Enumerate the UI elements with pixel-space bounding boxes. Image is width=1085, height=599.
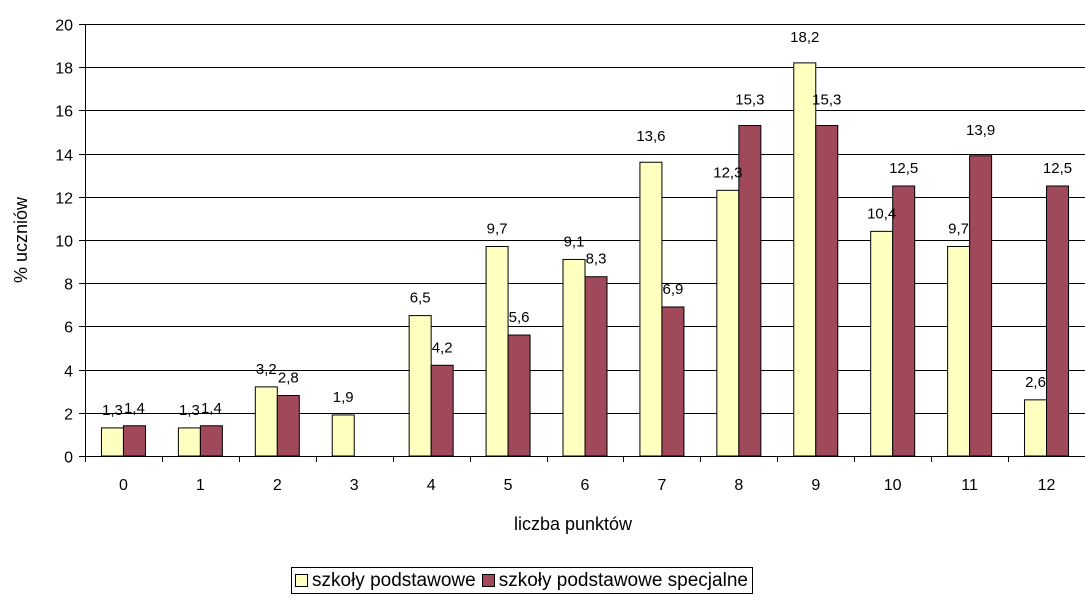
bar-series-1 [947,245,971,457]
x-tick-label: 8 [734,477,743,494]
bar-series-2 [430,364,454,457]
legend-item-series-2: szkoły podstawowe specjalne [481,569,748,592]
bar-series-1 [254,386,278,457]
data-label-series-2: 2,8 [278,370,299,387]
x-tick-label: 10 [884,477,902,494]
data-label-series-2: 15,3 [812,92,841,109]
data-label-series-1: 9,1 [564,233,585,250]
bar-series-1 [485,245,509,457]
bar-series-1 [562,258,586,457]
y-tick-label: 14 [55,148,73,165]
x-tick-label: 1 [196,477,205,494]
y-tick-label: 0 [64,450,73,467]
bar-series-1 [408,315,432,457]
data-label-series-2: 5,6 [509,309,530,326]
legend-swatch-series-1 [295,574,308,587]
y-tick-label: 8 [64,277,73,294]
bar-series-2 [661,306,685,457]
y-tick-label: 10 [55,234,73,251]
x-tick-label: 3 [350,477,359,494]
bar-series-1 [716,189,740,457]
bar-series-2 [1046,185,1070,457]
bar-series-2 [199,425,223,457]
y-tick-label: 4 [64,364,73,381]
data-label-series-2: 15,3 [735,92,764,109]
legend: szkoły podstawowe szkoły podstawowe spec… [291,567,753,594]
bar-series-1 [100,427,124,457]
data-label-series-1: 9,7 [487,220,508,237]
x-tick-label: 2 [273,477,282,494]
bar-series-2 [892,185,916,457]
data-labels: 1,3 1,3 3,2 1,9 6,5 9,7 9,1 13,6 12,3 18,2 10,4 9,7… [102,29,1072,419]
data-label-series-1: 3,2 [256,361,277,378]
legend-swatch-series-2 [481,574,495,587]
x-tick-label: 4 [427,477,436,494]
x-axis-title: liczba punktów [514,514,633,534]
bar-series-2 [584,276,608,457]
bar-series-1 [1024,399,1048,457]
data-label-series-2: 1,4 [124,400,145,417]
legend-label-series-1: szkoły podstawowe [312,569,476,591]
data-label-series-1: 2,6 [1025,374,1046,391]
data-label-series-2: 8,3 [586,251,607,268]
bar-series-1 [639,161,663,457]
data-label-series-1: 10,4 [867,205,896,222]
y-tick-label: 6 [64,320,73,337]
y-tick-label: 16 [55,104,73,121]
x-tick-label: 6 [581,477,590,494]
bar-series-1 [331,414,355,457]
data-label-series-1: 9,7 [948,220,969,237]
data-label-series-2: 6,9 [662,281,683,298]
y-tick-label: 2 [64,407,73,424]
y-tick-label: 12 [55,191,73,208]
bar-series-1 [177,427,201,457]
x-tick-label: 0 [119,477,128,494]
data-label-series-1: 6,5 [410,290,431,307]
bar-series-2 [969,155,993,457]
x-tick-label: 12 [1038,477,1056,494]
bar-series-1 [870,230,894,457]
bars [100,62,1070,457]
data-label-series-2: 12,5 [889,160,918,177]
x-tick-label: 11 [961,477,978,494]
data-label-series-1: 1,3 [179,402,200,419]
bar-series-2 [276,395,300,457]
y-tick-label: 20 [55,18,73,35]
bar-series-2 [507,334,531,457]
data-label-series-1: 13,6 [636,128,665,145]
data-label-series-1: 12,3 [713,164,742,181]
bar-series-1 [793,62,817,457]
legend-item-series-1: szkoły podstawowe [295,570,476,592]
x-tick-label: 9 [811,477,820,494]
y-axis-title: % uczniów [11,196,31,283]
x-tick-label: 5 [504,477,513,494]
data-label-series-1: 1,3 [102,402,123,419]
data-label-series-2: 4,2 [432,339,453,356]
y-tick-label: 18 [55,61,73,78]
data-label-series-2: 1,4 [201,400,222,417]
gridlines [85,24,1085,414]
bar-series-2 [815,125,839,457]
legend-label-series-2: szkoły podstawowe specjalne [498,569,748,591]
data-label-series-2: 12,5 [1043,160,1072,177]
bar-series-2 [122,425,146,457]
data-label-series-2: 13,9 [966,122,995,139]
x-tick-label: 7 [657,477,666,494]
data-label-series-1: 1,9 [333,389,354,406]
data-label-series-1: 18,2 [790,29,819,46]
